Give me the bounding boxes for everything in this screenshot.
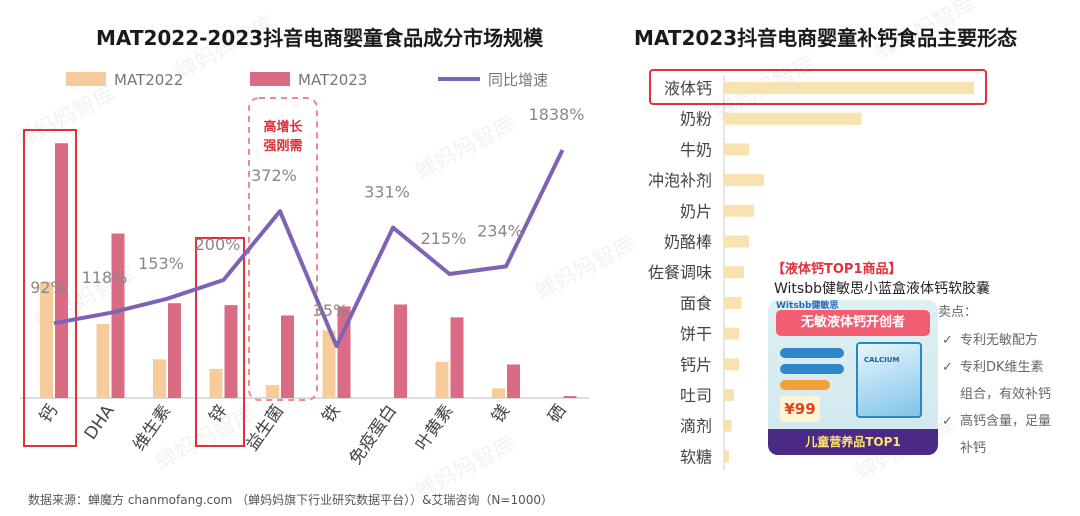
selling-point: 组合，有效补钙 [960, 387, 1051, 402]
right-chart-title: MAT2023抖音电商婴童补钙食品主要形态 [634, 26, 1018, 50]
hbar [724, 112, 862, 125]
selling-point: 专利无敏配方 [960, 332, 1038, 348]
product-name: Witsbb健敏思小蓝盒液体钙软胶囊 [774, 280, 990, 297]
x-tick-label: 叶黄素 [412, 401, 458, 454]
y-tick-label: 滴剂 [680, 417, 712, 436]
y-tick-label: 液体钙 [664, 79, 712, 98]
x-tick-label: 铁 [318, 401, 344, 426]
check-icon: ✓ [942, 333, 953, 348]
bar-mat2023 [111, 233, 125, 398]
bar-mat2023 [281, 315, 294, 398]
hbar [724, 450, 729, 463]
bar-mat2022 [209, 368, 223, 398]
hbar [724, 143, 749, 156]
x-tick-label: 钙 [36, 401, 62, 426]
y-tick-label: 面食 [680, 294, 712, 313]
yoy-data-label: 215% [421, 229, 467, 248]
y-tick-label: 奶片 [680, 202, 712, 221]
yoy-data-label: 1838% [529, 105, 585, 124]
legend-swatch-mat2022 [66, 72, 106, 86]
selling-point: 高钙含量，足量 [960, 413, 1051, 429]
yoy-data-label: 331% [364, 183, 410, 202]
yoy-line [53, 149, 565, 348]
bar-mat2022 [153, 359, 166, 398]
bar-mat2023 [394, 304, 407, 398]
hbar [724, 389, 734, 401]
hbar [724, 204, 754, 217]
bar-mat2022 [492, 388, 505, 398]
product-banner: 无敏液体钙开创者 [776, 310, 930, 336]
y-tick-label: 吐司 [680, 386, 712, 405]
highlight-box-calcium [23, 129, 77, 447]
product-price: ¥99 [780, 396, 820, 422]
watermark-text: 蝉妈妈智库 [411, 112, 520, 186]
y-tick-label: 饼干 [680, 325, 712, 344]
yoy-data-label: 234% [477, 221, 523, 240]
highlight-box-zinc [195, 237, 245, 447]
data-source-note: 数据来源：蝉魔方 chanmofang.com （蝉妈妈旗下行业研究数据平台））… [28, 493, 553, 507]
hbar [724, 235, 749, 248]
x-tick-label: 免疫蛋白 [346, 401, 401, 468]
hbar [724, 296, 742, 309]
legend-label-yoy: 同比增速 [488, 71, 548, 89]
annotation-line2: 强刚需 [263, 139, 302, 154]
check-icon: ✓ [942, 414, 953, 429]
bar-mat2022 [435, 361, 449, 398]
bar-mat2022 [266, 385, 279, 398]
selling-points-title: 卖点： [938, 305, 977, 320]
selling-point: 补钙 [960, 441, 986, 456]
product-pill [780, 348, 844, 358]
product-footer: 儿童营养品TOP1 [768, 429, 938, 455]
y-tick-label: 佐餐调味 [648, 263, 712, 282]
yoy-data-label: 35% [313, 301, 349, 320]
watermark-text: 蝉妈妈智库 [531, 232, 640, 306]
x-tick-label: DHA [81, 401, 119, 443]
legend-label-mat2023: MAT2023 [298, 71, 367, 89]
yoy-data-label: 200% [195, 235, 241, 254]
legend-label-mat2022: MAT2022 [114, 71, 183, 89]
y-tick-label: 牛奶 [680, 140, 712, 159]
bar-mat2022 [96, 323, 110, 398]
watermark-text: 蝉妈妈智库 [871, 0, 980, 65]
y-tick-label: 冲泡补剂 [648, 171, 712, 190]
annotation-line1: 高增长 [263, 119, 303, 135]
hbar [724, 82, 974, 94]
selling-point: 专利DK维生素 [960, 360, 1044, 375]
hbar [724, 358, 739, 371]
legend-swatch-mat2023 [250, 72, 290, 86]
bar-mat2023 [450, 317, 464, 398]
y-tick-label: 奶酪棒 [664, 233, 712, 252]
y-tick-label: 奶粉 [680, 110, 712, 129]
x-tick-label: 镁 [488, 401, 514, 426]
product-tag: 【液体钙TOP1商品】 [772, 261, 902, 277]
hbar [724, 266, 744, 279]
bar-mat2023 [224, 305, 238, 398]
bar-mat2023 [337, 306, 351, 398]
hbar [724, 174, 764, 187]
x-tick-label: 硒 [544, 401, 570, 426]
yoy-data-label: 118% [82, 268, 128, 287]
yoy-data-label: 92% [30, 278, 66, 297]
highlight-box-liquid-calcium [649, 69, 987, 105]
yoy-data-label: 153% [138, 254, 184, 273]
bar-mat2023 [55, 143, 68, 398]
hbar [724, 419, 732, 432]
bar-mat2022 [40, 281, 53, 398]
check-icon: ✓ [942, 360, 953, 375]
product-image: Witsbb健敏思 无敏液体钙开创者 CALCIUM ¥99 儿童营养品TOP1 [768, 300, 938, 455]
bar-mat2023 [168, 303, 181, 398]
product-logo: Witsbb健敏思 [776, 301, 839, 311]
y-tick-label: 软糖 [680, 447, 712, 466]
product-pill [780, 364, 844, 374]
bar-mat2023 [507, 364, 520, 398]
hbar [724, 327, 739, 340]
left-chart-title: MAT2022-2023抖音电商婴童食品成分市场规模 [96, 26, 544, 50]
yoy-data-label: 372% [251, 166, 297, 185]
y-tick-label: 钙片 [680, 355, 712, 374]
product-box: CALCIUM [856, 342, 922, 418]
bar-mat2023 [563, 396, 577, 398]
product-pill [780, 380, 830, 390]
bar-mat2022 [322, 330, 336, 398]
